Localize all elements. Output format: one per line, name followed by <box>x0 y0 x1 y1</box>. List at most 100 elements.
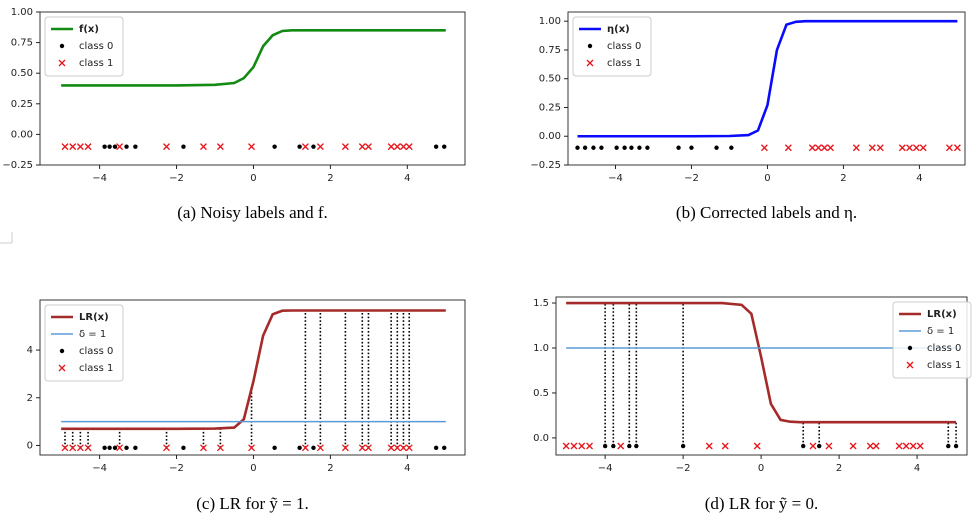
curve <box>61 29 446 87</box>
y-tick-label: 0.25 <box>539 102 561 113</box>
point <box>316 444 324 452</box>
point <box>617 442 625 450</box>
legend-swatch <box>58 59 66 67</box>
point <box>827 144 834 152</box>
y-tick-label: −0.25 <box>2 160 33 171</box>
point <box>614 145 619 150</box>
axes-frame <box>39 299 466 456</box>
point <box>84 444 92 452</box>
x-tick-label: −2 <box>676 463 691 474</box>
panel: 0 2 4 −4 −2 0 2 4 LR(x) δ = 1 class 0 class 1 (c) LR… <box>27 299 466 513</box>
y-tick-label: 0.00 <box>539 131 561 142</box>
point <box>634 443 639 449</box>
y-tick-label: −0.25 <box>530 160 561 171</box>
point <box>365 444 372 452</box>
legend-label: class 1 <box>79 58 113 69</box>
point <box>272 445 277 451</box>
x-tick-label: −2 <box>169 463 184 474</box>
point <box>575 145 580 150</box>
point <box>69 444 77 452</box>
y-tick-label: 0.75 <box>11 38 33 49</box>
point <box>84 143 92 151</box>
panel: 0.0 0.5 1.0 1.5 −4 −2 0 2 4 LR(x) δ = 1 class 0 clas… <box>533 296 972 513</box>
legend-label: class 1 <box>927 360 961 371</box>
point <box>76 444 84 452</box>
point <box>808 144 816 152</box>
point <box>586 442 593 450</box>
point <box>627 443 632 449</box>
point <box>729 145 734 150</box>
point <box>301 444 309 452</box>
point <box>578 442 586 450</box>
point <box>876 144 884 152</box>
curve <box>61 309 446 431</box>
legend-label: class 1 <box>607 58 641 69</box>
point <box>433 144 439 149</box>
point <box>387 444 395 452</box>
point <box>705 442 713 450</box>
point <box>872 442 880 450</box>
point <box>820 144 828 152</box>
y-tick-label: 1.5 <box>533 298 549 309</box>
legend-swatch <box>586 59 594 67</box>
y-tick-label: 0.50 <box>539 74 561 85</box>
point <box>676 145 681 150</box>
x-tick-label: 0 <box>758 463 764 474</box>
point <box>784 144 792 152</box>
point <box>898 144 906 152</box>
x-tick-label: 2 <box>327 173 333 184</box>
point <box>124 144 129 149</box>
point <box>116 444 124 452</box>
point <box>112 144 118 149</box>
point <box>311 144 316 149</box>
y-tick-label: 1.00 <box>539 16 561 27</box>
point <box>637 145 642 150</box>
point <box>760 144 768 152</box>
caption: (c) LR for ỹ = 1. <box>196 494 309 513</box>
point <box>102 144 107 149</box>
point <box>753 442 761 450</box>
point <box>133 445 138 451</box>
point <box>400 444 407 452</box>
point <box>442 144 447 149</box>
point <box>629 145 634 150</box>
point <box>272 144 277 149</box>
legend-label: class 0 <box>79 41 113 52</box>
point <box>945 144 953 152</box>
curve <box>566 301 957 424</box>
x-tick-label: −2 <box>169 173 184 184</box>
point <box>902 442 910 450</box>
point <box>602 443 608 449</box>
point <box>163 444 170 452</box>
point <box>849 442 857 450</box>
y-tick-label: 0.75 <box>539 45 561 56</box>
point <box>916 442 924 450</box>
caption: (a) Noisy labels and f. <box>177 203 328 222</box>
legend-label: class 0 <box>607 41 641 52</box>
point <box>200 143 207 151</box>
x-tick-label: 4 <box>404 463 410 474</box>
point <box>953 443 959 449</box>
axes-frame <box>567 11 966 166</box>
point <box>814 144 822 152</box>
legend-swatch <box>59 348 65 354</box>
point <box>442 445 447 451</box>
point <box>116 143 124 151</box>
point <box>570 442 578 450</box>
point <box>163 143 170 151</box>
legend-label: f(x) <box>79 24 99 35</box>
legend-swatch <box>58 364 66 372</box>
legend-swatch <box>907 345 913 351</box>
point <box>562 442 570 450</box>
legend-label: δ = 1 <box>79 329 106 340</box>
point <box>358 143 366 151</box>
y-tick-label: 1.00 <box>11 7 33 18</box>
x-tick-label: 0 <box>250 173 256 184</box>
point <box>76 143 84 151</box>
y-tick-label: 0.25 <box>11 99 33 110</box>
y-tick-label: 0.00 <box>11 129 33 140</box>
point <box>297 144 302 149</box>
legend-label: η(x) <box>607 24 630 35</box>
point <box>405 143 413 151</box>
